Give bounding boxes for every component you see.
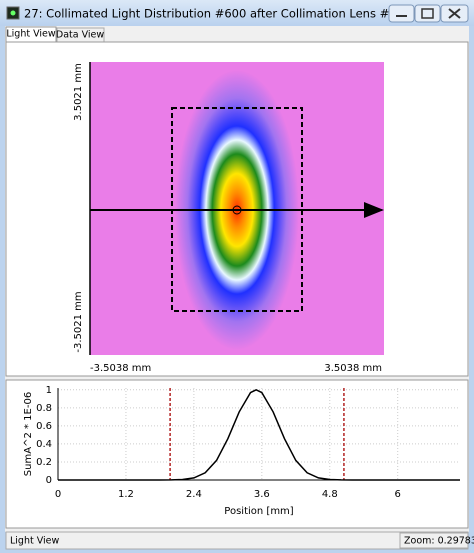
y-tick-label: 0 [46, 475, 52, 486]
y-tick-label: 0.2 [36, 457, 52, 468]
y-top-label: 3.5021 mm [73, 63, 84, 121]
x-tick-label: 4.8 [322, 489, 338, 500]
x-axis-label: Position [mm] [224, 506, 293, 517]
close-icon [448, 8, 461, 19]
window-buttons [388, 4, 469, 23]
x-tick-label: 6 [395, 489, 401, 500]
tab-label: Light View [6, 29, 56, 40]
window-icon-dot [10, 10, 16, 16]
x-right-label: 3.5038 mm [324, 363, 382, 374]
cut-center [232, 205, 242, 215]
x-tick-label: 0 [55, 489, 61, 500]
x-tick-label: 2.4 [186, 489, 202, 500]
y-axis-label: SumA^2 * 1E-06 [23, 392, 34, 476]
x-left-label: -3.5038 mm [90, 363, 151, 374]
maximize-icon [421, 8, 434, 19]
zoom-text: Zoom: 0.29783 [404, 536, 474, 547]
zoom-box [399, 532, 469, 549]
x-tick-label: 1.2 [118, 489, 134, 500]
y-tick-label: 0.4 [36, 439, 52, 450]
tab-label: Data View [56, 30, 104, 41]
maximize-button[interactable] [414, 4, 441, 23]
y-bottom-label: -3.5021 mm [73, 291, 84, 352]
series-line [58, 388, 460, 481]
x-tick-label: 3.6 [254, 489, 270, 500]
chart-panel [5, 379, 469, 529]
minimize-button[interactable] [388, 4, 415, 23]
y-tick-label: 0.8 [36, 403, 52, 414]
status-bar [5, 531, 469, 550]
y-tick-label: 0.6 [36, 421, 52, 432]
window-title: 27: Collimated Light Distribution #600 a… [24, 7, 416, 21]
status-text: Light View [10, 536, 60, 547]
y-tick-label: 1 [46, 385, 52, 396]
